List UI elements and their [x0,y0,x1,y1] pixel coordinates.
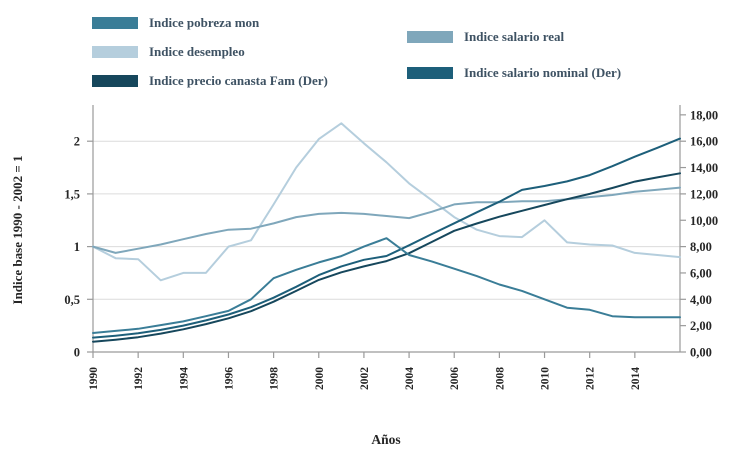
left-axis-tick-label: 1 [74,240,80,254]
legend-chip-salario-nominal [407,67,453,79]
series-line-indice-salario-nominal-der [92,137,681,339]
series-line-indice-salario-real [92,186,681,254]
legend-item-desempleo: Indice desempleo [92,45,245,59]
right-axis-tick-label: 16,00 [690,135,718,149]
legend-item-salario-real: Indice salario real [407,30,564,44]
x-axis-tick-label: 2004 [404,367,416,390]
x-axis-tick-label: 1992 [133,367,145,390]
legend-label-desempleo: Indice desempleo [149,44,245,59]
right-axis-tick-label: 6,00 [690,266,712,280]
gridlines [93,140,680,300]
series-line-indice-precio-canasta-fam-der [92,172,681,343]
axes [87,105,686,358]
legend-chip-salario-real [407,31,453,43]
series-lines [92,122,681,343]
right-axis-tick-label: 10,00 [690,214,718,228]
series-line-indice-pobreza-mon [92,237,681,334]
legend-chip-canasta [92,75,138,87]
x-axis-title: Años [371,432,400,447]
left-axis-tick-label: 0,5 [64,293,80,307]
x-axis-tick-label: 1996 [223,367,235,390]
legend-label-salario-nominal: Indice salario nominal (Der) [464,65,622,80]
legend-chip-desempleo [92,46,138,58]
left-axis-tick-label: 1,5 [64,187,80,201]
right-axis-tick-label: 14,00 [690,161,718,175]
right-axis-tick-label: 12,00 [690,187,718,201]
right-axis-tick-label: 4,00 [690,293,712,307]
right-axis-tick-label: 2,00 [690,319,712,333]
x-axis-tick-label: 1998 [269,367,281,390]
right-axis-tick-label: 18,00 [690,108,718,122]
x-axis-tick-label: 1994 [178,367,190,390]
legend-chip-pobreza [92,17,138,29]
legend-label-canasta: Indice precio canasta Fam (Der) [149,73,328,88]
x-axis-tick-label: 1990 [88,367,100,390]
x-axis-tick-label: 2012 [585,367,597,390]
legend-item-canasta: Indice precio canasta Fam (Der) [92,74,328,88]
x-axis-tick-label: 2014 [630,367,642,390]
legend-label-pobreza: Indice pobreza mon [149,15,260,30]
left-axis-tick-label: 2 [74,135,80,149]
left-axis-tick-label: 0 [74,346,80,360]
x-axis-tick-label: 2002 [359,367,371,390]
x-axis-tick-label: 2000 [314,367,326,390]
series-line-indice-desempleo [92,122,681,282]
right-axis-tick-label: 8,00 [690,240,712,254]
right-axis-tick-label: 0,00 [690,346,712,360]
x-axis-tick-label: 2010 [540,367,552,390]
x-axis-tick-label: 2008 [494,367,506,390]
legend-label-salario-real: Indice salario real [464,29,565,44]
legend-item-salario-nominal: Indice salario nominal (Der) [407,66,621,80]
legend-item-pobreza: Indice pobreza mon [92,16,259,30]
y-axis-title: Indice base 1990 - 2002 = 1 [10,156,25,305]
x-axis-tick-label: 2006 [449,367,461,390]
